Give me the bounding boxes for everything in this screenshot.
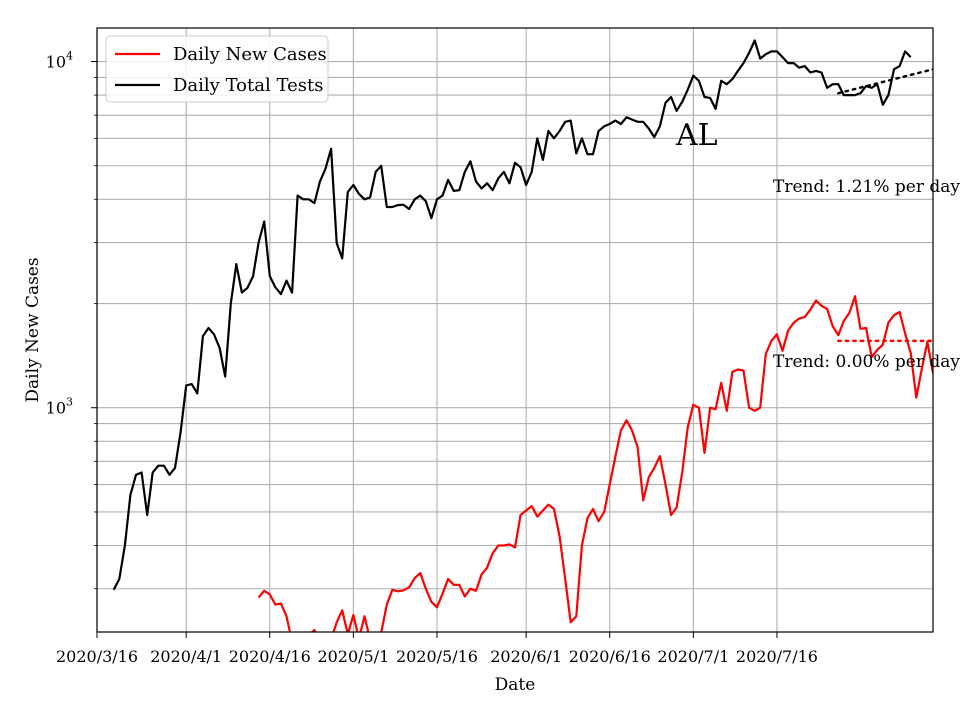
x-tick-label: 2020/3/16 (56, 647, 138, 666)
plot-frame (96, 27, 934, 633)
x-tick-label: 2020/7/16 (736, 647, 818, 666)
y-axis-label: Daily New Cases (23, 257, 43, 402)
x-tick-label: 2020/4/16 (229, 647, 311, 666)
y-tick-exponent: 4 (66, 50, 73, 63)
trend-label-cases: Trend: 0.00% per day (773, 352, 960, 372)
trend-layer (837, 68, 933, 343)
legend: Daily New Cases Daily Total Tests (105, 35, 329, 103)
trend-label-tests: Trend: 1.21% per day (773, 177, 960, 197)
x-tick-label: 2020/6/16 (569, 647, 651, 666)
legend-label-tests: Daily Total Tests (173, 75, 323, 96)
x-tick-label: 2020/4/1 (150, 647, 222, 666)
legend-label-cases: Daily New Cases (173, 44, 327, 65)
y-tick-exponent: 3 (66, 396, 73, 409)
x-tick-label: 2020/5/1 (317, 647, 389, 666)
x-tick-label: 2020/6/1 (490, 647, 562, 666)
trend-line-0 (837, 68, 933, 95)
state-annotation: AL (675, 118, 718, 153)
legend-box (105, 35, 329, 103)
series-layer (112, 39, 933, 632)
x-tick-label: 2020/7/1 (657, 647, 729, 666)
series-line-0 (257, 295, 933, 632)
x-axis-label: Date (495, 675, 536, 695)
x-tick-label: 2020/5/16 (396, 647, 478, 666)
series-line-1 (112, 39, 912, 591)
